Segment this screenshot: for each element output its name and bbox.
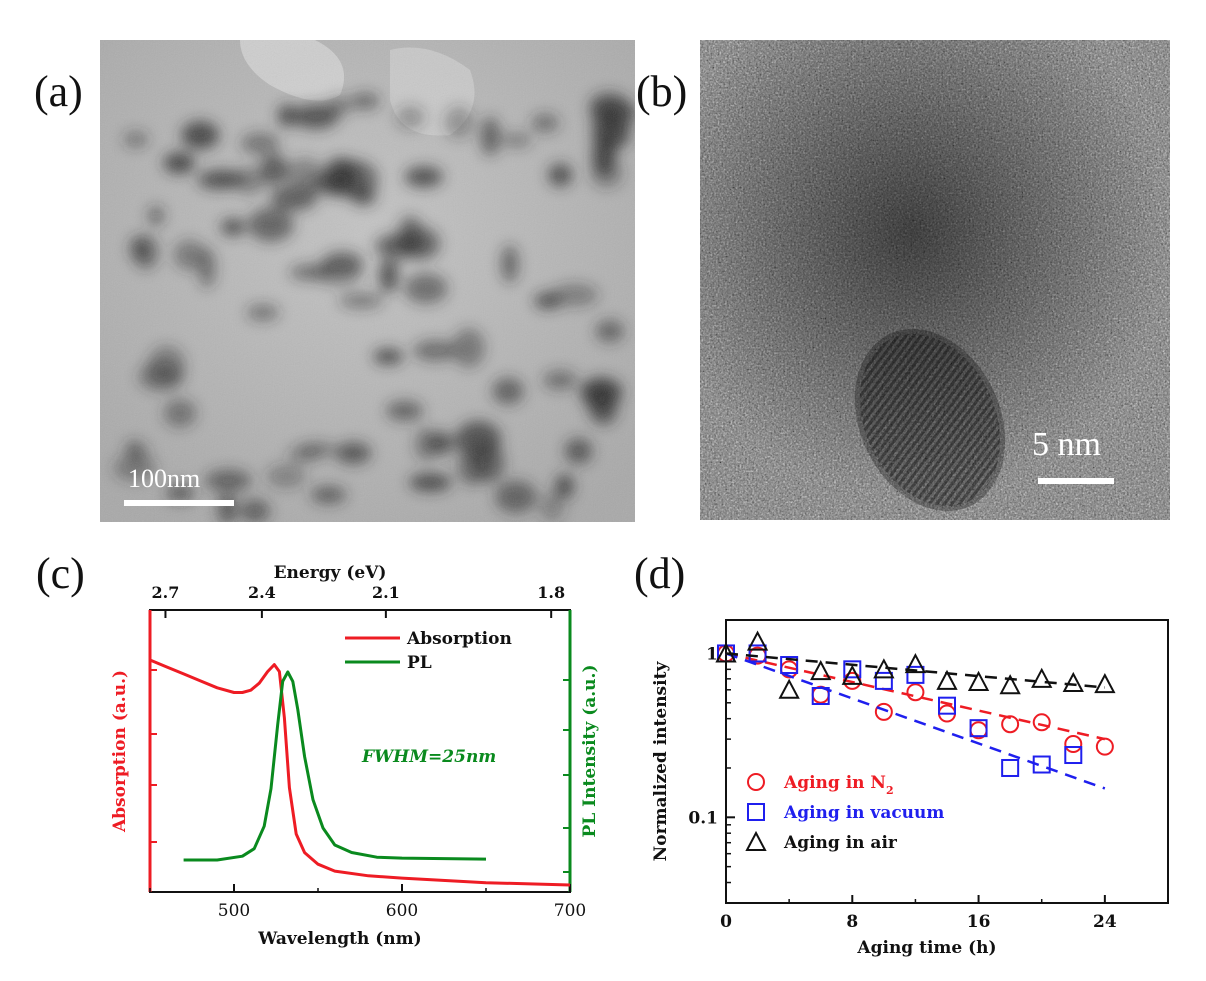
data-point-square <box>1001 758 1020 777</box>
data-point-square <box>874 671 893 690</box>
data-point-triangle <box>904 653 927 674</box>
data-point-triangle <box>1094 672 1116 694</box>
data-point-square <box>780 656 799 675</box>
legend-label-d: Aging in vacuum <box>783 803 944 823</box>
data-point-triangle <box>936 669 958 690</box>
x-tick-label-c: 700 <box>554 901 586 921</box>
data-point-triangle <box>810 659 832 681</box>
data-point-square <box>938 696 956 715</box>
fit-line-square <box>725 652 1106 790</box>
legend-label-d: Aging in N2 <box>783 773 894 797</box>
series-line-pl <box>183 670 487 862</box>
scale-bar-a-label: 100nm <box>128 464 201 493</box>
data-point-triangle <box>873 658 895 679</box>
y-axis-title-d: Normalized intensity <box>651 661 671 862</box>
y-tick-label-d: 1 <box>706 644 718 664</box>
panel-a-label: (a) <box>34 67 83 116</box>
x-axis-title-c: Wavelength (nm) <box>257 929 421 949</box>
data-point-square <box>906 665 925 684</box>
data-point-triangle <box>841 664 863 685</box>
data-point-circle <box>1095 737 1114 756</box>
top-tick-label-c: 2.7 <box>152 583 180 602</box>
fit-line-triangle <box>725 652 1105 689</box>
data-point-square <box>748 644 767 663</box>
series-line-absorption <box>149 658 571 887</box>
data-point-circle <box>906 683 925 702</box>
panel-b-label: (b) <box>636 67 688 116</box>
plot-frame-c <box>149 609 571 893</box>
data-point-triangle <box>999 674 1021 695</box>
data-point-square <box>843 660 862 679</box>
legend-marker-square <box>747 803 765 821</box>
y-axis-title-right-c: PL Intensity (a.u.) <box>580 665 600 838</box>
chart-absorption-pl: 500 600 700 Wavelength (nm) 2.7 2.4 2.1 1.8 Ener… <box>110 563 600 949</box>
data-point-triangle <box>778 678 800 699</box>
tem-image-hrtem: 5 nm <box>700 40 1170 520</box>
x-tick-label-c: 500 <box>218 901 250 921</box>
x-tick-label-c: 600 <box>386 901 418 921</box>
data-point-triangle <box>715 642 737 663</box>
data-point-circle <box>1064 735 1083 754</box>
legend-label-c: Absorption <box>406 629 512 649</box>
panel-d-label: (d) <box>634 549 686 598</box>
chart-aging-stability: 0 8 16 24 Aging time (h) 0.1 1 Normalized inten… <box>651 619 1169 958</box>
x-tick-label-d: 8 <box>846 912 858 932</box>
plot-frame-d <box>725 619 1169 904</box>
legend-label-d: Aging in air <box>783 833 898 853</box>
data-point-triangle <box>746 630 769 651</box>
data-point-triangle <box>1031 667 1053 688</box>
top-tick-label-c: 2.1 <box>372 583 400 602</box>
panel-c-label: (c) <box>36 549 85 598</box>
tem-overview-texture <box>100 40 635 522</box>
x-tick-label-d: 24 <box>1093 912 1117 932</box>
x-tick-label-d: 16 <box>967 912 991 932</box>
data-point-square <box>811 686 830 705</box>
scale-bar-a <box>124 500 234 506</box>
y-tick-label-d: 0.1 <box>688 808 718 828</box>
top-tick-label-c: 2.4 <box>248 583 276 602</box>
data-point-circle <box>1001 715 1020 734</box>
legend-label-c: PL <box>407 653 432 673</box>
y-axis-title-left-c: Absorption (a.u.) <box>110 670 130 833</box>
legend-marker-circle <box>747 773 765 791</box>
tem-image-overview: 100nm <box>100 40 635 522</box>
data-point-circle <box>874 702 893 721</box>
top-axis-title-c: Energy (eV) <box>274 563 387 583</box>
data-point-square <box>1064 746 1083 765</box>
data-point-square <box>969 719 988 738</box>
data-point-triangle <box>1062 671 1084 693</box>
legend-subscript: 2 <box>886 784 894 797</box>
x-axis-title-d: Aging time (h) <box>856 938 996 958</box>
x-tick-label-d: 0 <box>720 912 732 932</box>
data-point-circle <box>1032 713 1051 732</box>
data-point-triangle <box>967 670 990 691</box>
hrtem-texture <box>700 40 1170 520</box>
legend-marker-triangle <box>745 830 767 851</box>
scale-bar-b-label: 5 nm <box>1032 426 1101 463</box>
fit-line-circle <box>725 652 1106 741</box>
data-point-square <box>1032 755 1051 774</box>
annotation-fwhm: FWHM=25nm <box>361 747 496 767</box>
scale-bar-b <box>1038 478 1114 484</box>
top-tick-label-c: 1.8 <box>537 583 565 602</box>
